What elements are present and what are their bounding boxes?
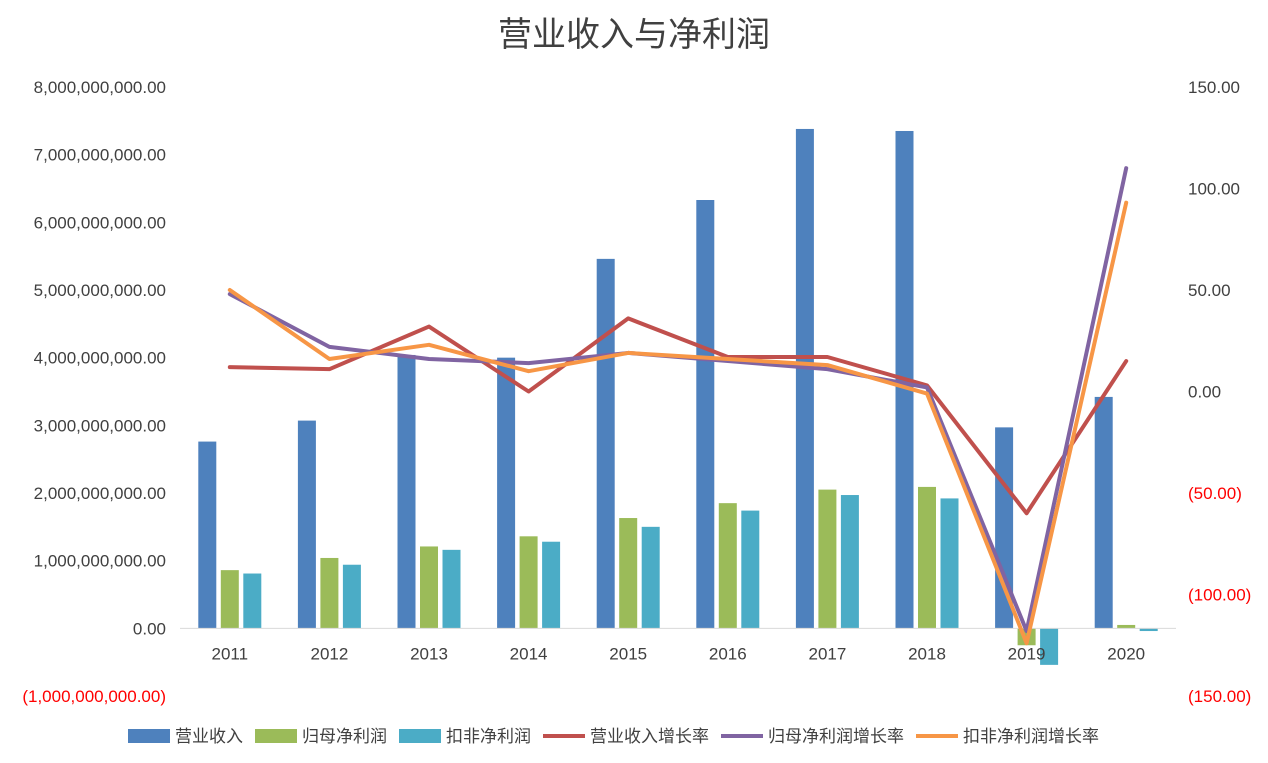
bar-营业收入-2016 <box>696 200 715 629</box>
line-归母净利润增长率 <box>227 166 1129 634</box>
left-tick-label: 1,000,000,000.00 <box>34 552 166 571</box>
bar-扣非净利润-2018 <box>940 498 959 629</box>
bar-归母净利润-2017 <box>818 489 837 629</box>
bar-营业收入-2012 <box>297 420 316 629</box>
bar-营业收入-2017 <box>795 128 814 629</box>
bar-营业收入-2011 <box>198 441 217 629</box>
right-tick-label: 50.00 <box>1188 281 1231 300</box>
bar-扣非净利润-2011 <box>243 573 262 629</box>
bar-归母净利润-2018 <box>918 486 936 629</box>
category-label-2016: 2016 <box>709 644 747 663</box>
legend-label: 归母净利润 <box>302 727 387 747</box>
bar-扣非净利润-2013 <box>442 549 461 629</box>
left-tick-label: 3,000,000,000.00 <box>34 416 166 435</box>
legend-label: 扣非净利润 <box>446 727 531 747</box>
legend-item-营业收入增长率: 营业收入增长率 <box>543 727 709 747</box>
bar-归母净利润-2012 <box>320 557 339 629</box>
category-label-2015: 2015 <box>609 644 647 663</box>
bar-扣非净利润-2016 <box>741 510 760 629</box>
legend-item-营业收入: 营业收入 <box>128 727 243 747</box>
legend-swatch <box>399 729 441 743</box>
legend-item-归母净利润增长率: 归母净利润增长率 <box>721 727 904 747</box>
legend-item-扣非净利润增长率: 扣非净利润增长率 <box>916 727 1099 747</box>
legend-item-归母净利润: 归母净利润 <box>255 727 387 747</box>
left-tick-label: 2,000,000,000.00 <box>34 484 166 503</box>
category-label-2014: 2014 <box>510 644 548 663</box>
legend-label: 营业收入增长率 <box>590 727 709 747</box>
legend-label: 扣非净利润增长率 <box>963 727 1099 747</box>
bar-扣非净利润-2020 <box>1139 628 1158 632</box>
legend-item-扣非净利润: 扣非净利润 <box>399 727 531 747</box>
bar-扣非净利润-2017 <box>840 495 859 629</box>
right-tick-label: (150.00) <box>1188 687 1251 706</box>
bar-归母净利润-2016 <box>718 503 737 629</box>
right-tick-label: 150.00 <box>1188 78 1240 97</box>
legend: 营业收入 归母净利润 扣非净利润 营业收入增长率 归母净利润增长率 扣非净利润增长率 <box>128 727 1099 747</box>
right-tick-label: 0.00 <box>1188 383 1221 402</box>
bar-归母净利润-2014 <box>519 536 538 629</box>
bar-归母净利润-2011 <box>220 570 239 629</box>
left-tick-label: 5,000,000,000.00 <box>34 281 166 300</box>
line-扣非净利润增长率 <box>227 200 1129 646</box>
right-tick-label: 100.00 <box>1188 180 1240 199</box>
right-axis-ticks: (150.00) (100.00) (50.00) 0.00 50.00 100.00 15… <box>1188 78 1251 706</box>
bar-扣非净利润-2012 <box>342 564 361 629</box>
category-label-2017: 2017 <box>808 644 846 663</box>
bar-扣非净利润-2019 <box>1040 628 1059 665</box>
category-label-2011: 2011 <box>212 644 249 663</box>
bar-归母净利润-2015 <box>619 518 638 629</box>
category-label-2013: 2013 <box>410 644 448 663</box>
left-tick-label: 6,000,000,000.00 <box>34 213 166 232</box>
left-tick-label: (1,000,000,000.00) <box>22 687 166 706</box>
left-axis-ticks: (1,000,000,000.00) 0.00 1,000,000,000.00 2,… <box>22 78 166 706</box>
legend-swatch <box>128 729 170 743</box>
bar-营业收入-2020 <box>1094 396 1113 629</box>
category-label-2012: 2012 <box>310 644 348 663</box>
bar-归母净利润-2020 <box>1117 624 1136 629</box>
bar-扣非净利润-2014 <box>542 541 561 629</box>
bar-营业收入-2015 <box>596 258 615 629</box>
right-tick-label: (100.00) <box>1188 586 1251 605</box>
left-tick-label: 0.00 <box>133 619 166 638</box>
bar-营业收入-2014 <box>497 357 516 629</box>
legend-swatch <box>255 729 297 743</box>
bar-归母净利润-2013 <box>420 546 438 629</box>
bar-layer <box>198 128 1158 665</box>
category-labels: 2011 2012 2013 2014 2015 2016 2017 2018 2019 2020 <box>212 644 1146 663</box>
line-营业收入增长率 <box>227 316 1129 516</box>
bar-扣非净利润-2015 <box>641 526 660 629</box>
left-tick-label: 8,000,000,000.00 <box>34 78 166 97</box>
category-label-2020: 2020 <box>1107 644 1145 663</box>
category-label-2018: 2018 <box>908 644 946 663</box>
category-label-2019: 2019 <box>1008 644 1046 663</box>
legend-label: 营业收入 <box>175 727 243 747</box>
right-tick-label: (50.00) <box>1188 484 1242 503</box>
line-layer <box>227 166 1129 646</box>
bar-营业收入-2013 <box>397 354 416 629</box>
chart-title: 营业收入与净利润 <box>498 15 770 55</box>
legend-label: 归母净利润增长率 <box>768 727 904 747</box>
left-tick-label: 7,000,000,000.00 <box>34 146 166 165</box>
left-tick-label: 4,000,000,000.00 <box>34 349 166 368</box>
